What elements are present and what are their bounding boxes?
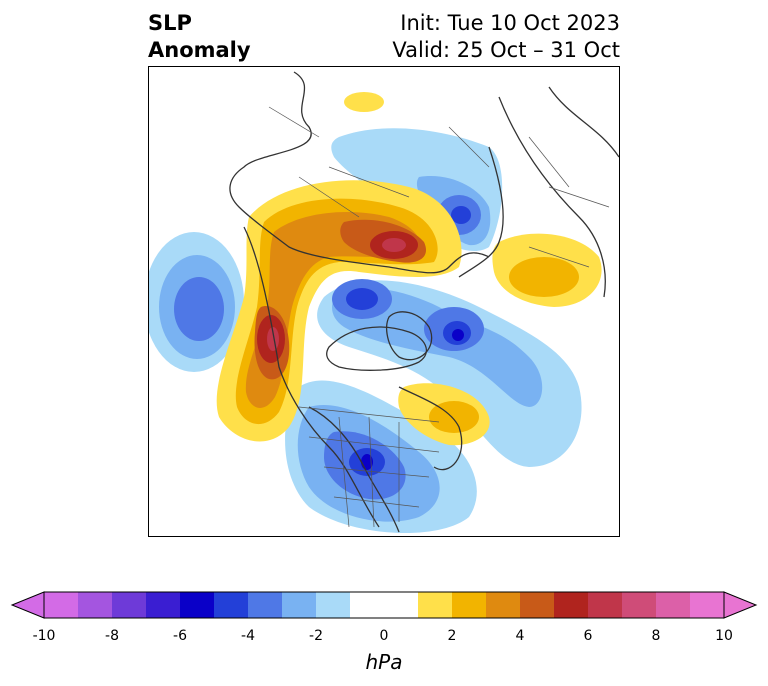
colorbar-segment: [690, 592, 725, 618]
map-panel: [148, 66, 620, 537]
valid-dates: Valid: 25 Oct – 31 Oct: [392, 38, 620, 62]
colorbar-tick-label: -4: [241, 628, 255, 644]
colorbar-segment: [588, 592, 623, 618]
colorbar-segments: [10, 591, 758, 619]
title-variable: SLP: [148, 11, 192, 35]
arctic-ridge: [216, 180, 462, 442]
pacific-low: [149, 232, 244, 372]
colorbar-unit: hPa: [365, 650, 403, 674]
coastlines: [229, 71, 619, 533]
colorbar-tick-label: 2: [447, 628, 457, 644]
colorbar: [10, 591, 758, 619]
colorbar-segment: [554, 592, 589, 618]
colorbar-segment: [248, 592, 283, 618]
colorbar-tick-label: -8: [105, 628, 119, 644]
colorbar-segment: [418, 592, 453, 618]
north-america-low: [285, 380, 477, 534]
colorbar-segment: [656, 592, 691, 618]
colorbar-segment: [214, 592, 249, 618]
colorbar-segment: [486, 592, 521, 618]
colorbar-tick-label: 6: [583, 628, 593, 644]
colorbar-segment: [622, 592, 657, 618]
colorbar-segment: [78, 592, 113, 618]
colorbar-tick-label: -6: [173, 628, 187, 644]
colorbar-tick-label: 4: [515, 628, 525, 644]
colorbar-segment: [146, 592, 181, 618]
colorbar-tick-label: 8: [651, 628, 661, 644]
colorbar-segment: [316, 592, 351, 618]
colorbar-tick-label: -2: [309, 628, 323, 644]
colorbar-segment: [384, 592, 419, 618]
slp-anomaly-map: [149, 71, 619, 534]
colorbar-tick-label: -10: [32, 628, 56, 644]
colorbar-segment: [180, 592, 215, 618]
colorbar-segment: [452, 592, 487, 618]
europe-ridge: [492, 233, 602, 307]
colorbar-tick-label: 0: [379, 628, 389, 644]
forecast-dates: Init: Tue 10 Oct 2023 Valid: 25 Oct – 31…: [392, 10, 620, 64]
colorbar-segment: [520, 592, 555, 618]
map-title: SLP Anomaly: [148, 10, 251, 64]
colorbar-border: [43, 591, 725, 619]
title-anomaly: Anomaly: [148, 38, 251, 62]
colorbar-segment: [112, 592, 147, 618]
colorbar-tick-label: 10: [715, 628, 733, 644]
borders: [268, 106, 610, 528]
north-ridge: [344, 92, 384, 112]
init-date: Init: Tue 10 Oct 2023: [400, 11, 620, 35]
colorbar-segment: [44, 592, 79, 618]
colorbar-extend-max: [723, 591, 758, 619]
colorbar-segment: [350, 592, 385, 618]
colorbar-segment: [282, 592, 317, 618]
colorbar-extend-min: [10, 591, 45, 619]
